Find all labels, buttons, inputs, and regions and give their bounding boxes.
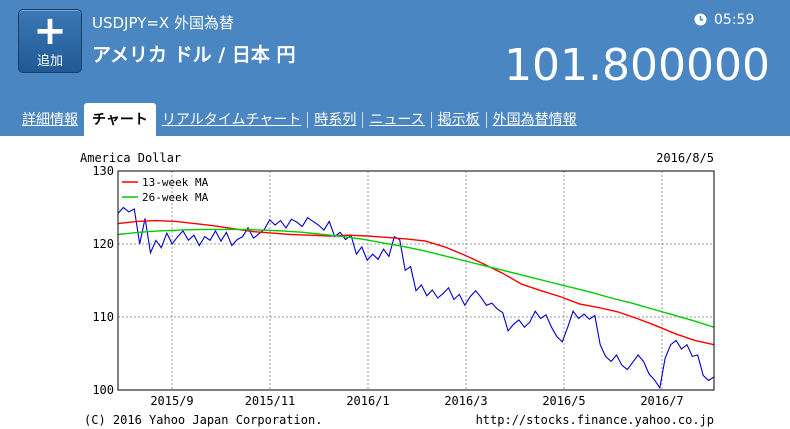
chart-lines (117, 206, 715, 390)
ticker-symbol: USDJPY=X 外国為替 (92, 14, 234, 32)
chart-legend: 13-week MA 26-week MA (122, 176, 209, 204)
chart-svg: America Dollar 2016/8/5 100 110 120 130 201… (80, 151, 715, 427)
clock-icon (694, 13, 707, 26)
copyright-text: (C) 2016 Yahoo Japan Corporation. (84, 413, 322, 427)
tab-divider (430, 112, 432, 128)
x-axis-labels: 2015/9 2015/11 2016/1 2016/3 2016/5 2016/7 (150, 394, 683, 408)
y-tick-label: 120 (92, 237, 114, 251)
instrument-name: アメリカ ドル / 日本 円 (92, 44, 296, 66)
tab-message-board[interactable]: 掲示板 (437, 112, 480, 128)
current-price: 101.800000 (504, 40, 770, 91)
y-axis-labels: 100 110 120 130 (92, 164, 114, 397)
tab-details[interactable]: 詳細情報 (22, 112, 78, 128)
x-tick-label: 2016/3 (444, 394, 487, 408)
y-tick-label: 100 (92, 383, 114, 397)
series-line-price (117, 206, 715, 390)
y-tick-label: 110 (92, 310, 114, 324)
tab-news[interactable]: ニュース (369, 112, 425, 128)
series-line-13-week-ma (117, 219, 715, 346)
tab-realtime-chart[interactable]: リアルタイムチャート (161, 112, 302, 128)
plus-icon: + (33, 8, 67, 54)
series-line-26-week-ma (117, 228, 715, 328)
tab-fx-info[interactable]: 外国為替情報 (492, 112, 577, 128)
tab-divider (362, 112, 364, 128)
x-tick-label: 2016/5 (542, 394, 585, 408)
tab-bar: 詳細情報 チャート リアルタイムチャート 時系列 ニュース 掲示板 外国為替情報 (16, 103, 583, 136)
plot-frame (117, 170, 715, 391)
tab-divider (485, 112, 487, 128)
legend-label-ma13: 13-week MA (142, 176, 209, 189)
y-tick-label: 130 (92, 164, 114, 178)
add-button-label: 追加 (36, 54, 63, 69)
chart-title: America Dollar (80, 151, 181, 165)
tab-divider (307, 112, 309, 128)
quote-header: + 追加 USDJPY=X 外国為替 アメリカ ドル / 日本 円 05:59 … (0, 0, 790, 136)
x-tick-label: 2016/7 (640, 394, 683, 408)
tab-chart[interactable]: チャート (84, 103, 156, 136)
chart-date: 2016/8/5 (656, 151, 714, 165)
legend-label-ma26: 26-week MA (142, 191, 209, 204)
x-tick-label: 2016/1 (346, 394, 389, 408)
source-url: http://stocks.finance.yahoo.co.jp (476, 413, 714, 427)
add-button[interactable]: + 追加 (18, 9, 82, 73)
price-chart: America Dollar 2016/8/5 100 110 120 130 201… (78, 150, 718, 429)
update-time: 05:59 (714, 12, 755, 28)
x-tick-label: 2015/11 (245, 394, 296, 408)
x-tick-label: 2015/9 (150, 394, 193, 408)
chart-grid (118, 171, 714, 390)
tab-time-series[interactable]: 時系列 (314, 112, 357, 128)
